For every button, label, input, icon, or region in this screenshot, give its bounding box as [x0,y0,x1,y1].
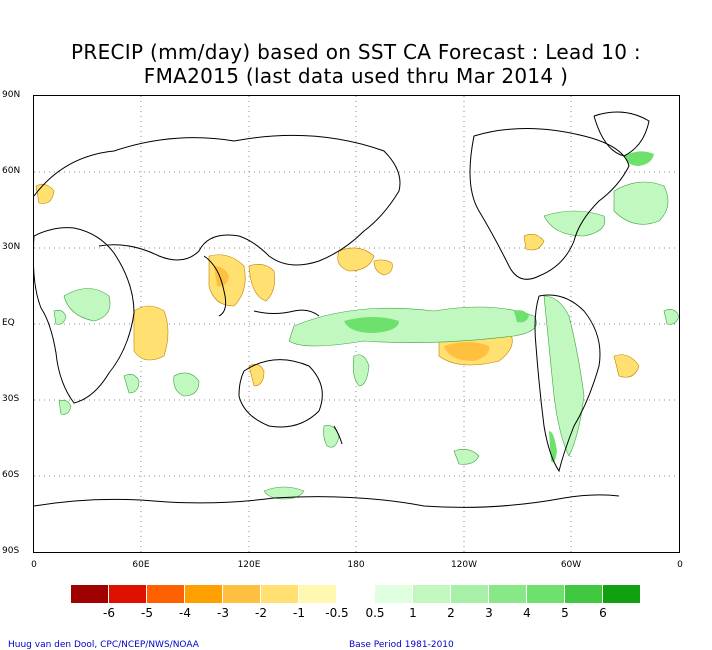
legend-swatch [489,585,526,603]
legend-label: -1 [293,606,305,620]
precip-anomaly-map [32,95,680,553]
lon-label-0-east: 0 [677,560,683,570]
legend-swatch [337,585,374,603]
strong-wet-anomaly-regions [344,151,654,463]
footer-credit: Huug van den Dool, CPC/NCEP/NWS/NOAA [8,640,199,650]
lon-label-120w: 120W [450,560,478,570]
legend-label: 1 [409,606,417,620]
legend-label: -4 [179,606,191,620]
legend-swatch [71,585,108,603]
legend-label: -5 [141,606,153,620]
legend-swatch [185,585,222,603]
legend-label: -0.5 [325,606,349,620]
lon-label-180: 180 [347,560,365,570]
map-title-line1: PRECIP (mm/day) based on SST CA Forecast… [71,40,641,64]
lat-label-90s: 90S [2,546,20,556]
legend-label: -6 [103,606,115,620]
legend-label: 5 [561,606,569,620]
map-canvas [32,96,680,552]
legend-swatch [109,585,146,603]
legend-label: -3 [217,606,229,620]
lat-label-60n: 60N [2,166,21,176]
legend-swatch [413,585,450,603]
graticule [34,96,679,552]
legend-label: 4 [523,606,531,620]
legend-swatch [527,585,564,603]
lat-label-30n: 30N [2,242,21,252]
legend-swatch [299,585,336,603]
coastlines [32,111,650,508]
legend-label: 0.5 [365,606,385,620]
legend-label: -2 [255,606,267,620]
wet-anomaly-regions [53,181,680,500]
legend-label: 6 [599,606,607,620]
lat-label-30s: 30S [2,394,20,404]
legend-swatch [451,585,488,603]
lat-label-90n: 90N [2,90,21,100]
lon-label-60e: 60E [132,560,150,570]
legend-swatch [603,585,640,603]
lat-label-60s: 60S [2,470,20,480]
legend-swatch [147,585,184,603]
legend-swatch [261,585,298,603]
lat-label-eq: EQ [2,318,15,328]
lon-label-0: 0 [31,560,37,570]
lon-label-120e: 120E [237,560,261,570]
legend-swatch [565,585,602,603]
legend-label: 3 [485,606,493,620]
lon-label-60w: 60W [560,560,582,570]
map-title-line2: FMA2015 (last data used thru Mar 2014 ) [143,64,569,88]
footer-base-period: Base Period 1981-2010 [349,640,454,650]
legend-swatch [375,585,412,603]
legend-swatch [223,585,260,603]
legend-label: 2 [447,606,455,620]
